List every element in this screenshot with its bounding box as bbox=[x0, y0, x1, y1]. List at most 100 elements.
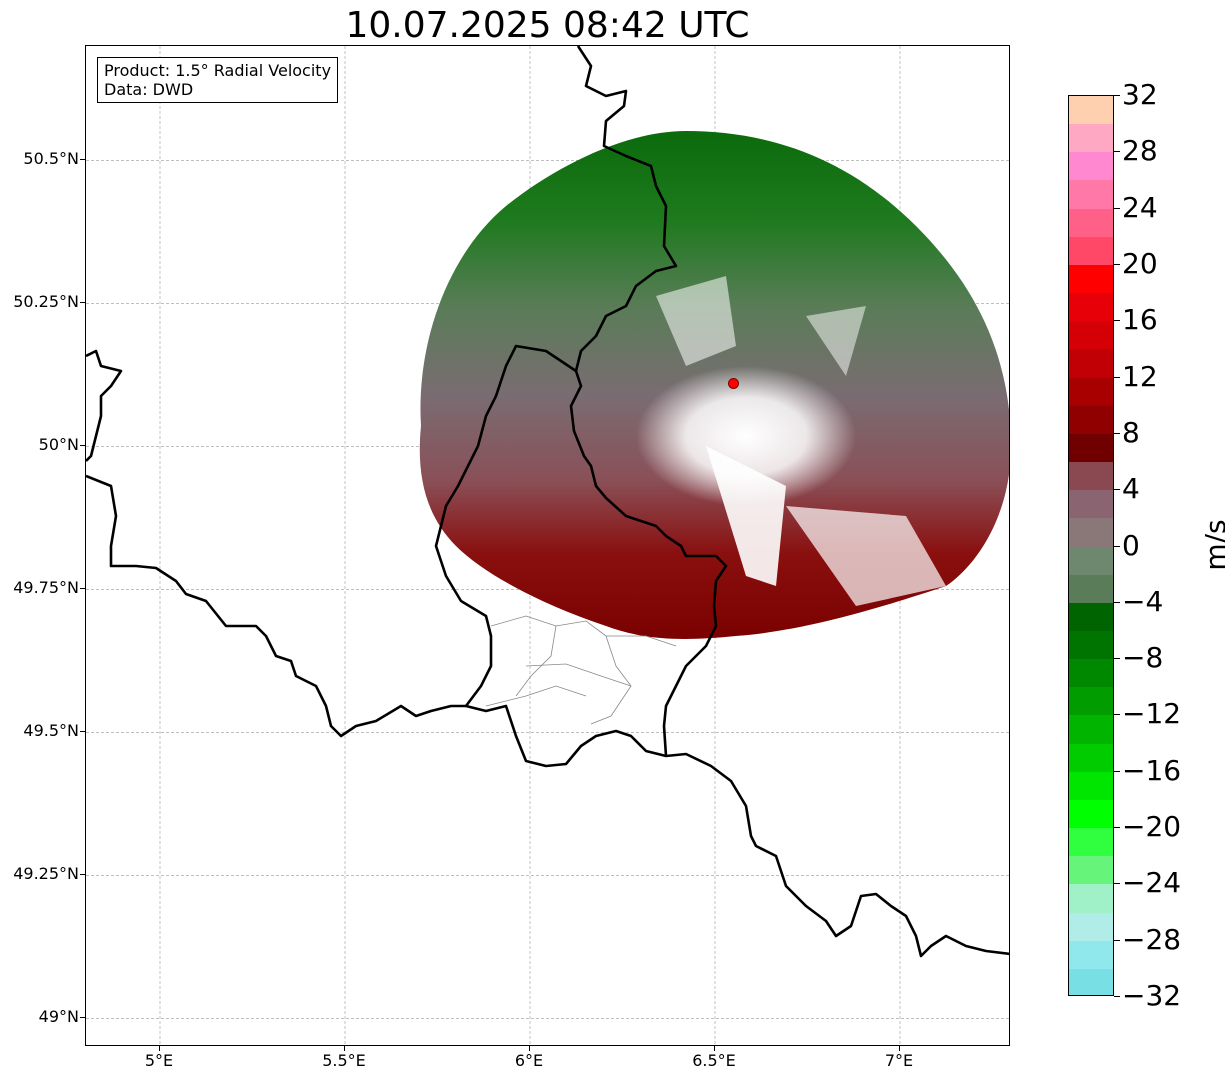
colorbar-segment bbox=[1069, 293, 1113, 323]
colorbar-tick-label: −4 bbox=[1122, 584, 1164, 618]
colorbar-segment bbox=[1069, 490, 1113, 520]
data-source-label: Data: DWD bbox=[104, 80, 194, 99]
lat-tick-label: 49.75°N bbox=[13, 578, 79, 598]
colorbar-tick-label: −28 bbox=[1122, 922, 1182, 956]
lat-tick-label: 49.5°N bbox=[23, 721, 79, 741]
colorbar-segment bbox=[1069, 321, 1113, 351]
colorbar-segment bbox=[1069, 771, 1113, 801]
lon-tick-mark bbox=[159, 1046, 160, 1051]
colorbar-tick-label: −12 bbox=[1122, 697, 1182, 731]
colorbar-segment bbox=[1069, 462, 1113, 492]
map-panel bbox=[85, 45, 1010, 1046]
colorbar-tick-label: −16 bbox=[1122, 753, 1182, 787]
lat-tick-mark bbox=[80, 302, 85, 304]
colorbar-tick-mark bbox=[1114, 827, 1120, 829]
colorbar-segment bbox=[1069, 96, 1113, 126]
colorbar-segment bbox=[1069, 152, 1113, 182]
colorbar-tick-mark bbox=[1114, 376, 1120, 378]
lon-tick-label: 5.5°E bbox=[322, 1051, 366, 1070]
border-fr-de-south bbox=[465, 704, 1009, 958]
colorbar-tick-mark bbox=[1114, 658, 1120, 660]
admin-subregions bbox=[485, 615, 677, 725]
colorbar-segment bbox=[1069, 968, 1113, 995]
colorbar-tick-mark bbox=[1114, 263, 1120, 265]
colorbar-tick-mark bbox=[1114, 432, 1120, 434]
lon-tick-label: 6.5°E bbox=[692, 1051, 736, 1070]
map-title: 10.07.2025 08:42 UTC bbox=[345, 5, 750, 46]
colorbar-tick-label: 0 bbox=[1122, 528, 1140, 562]
colorbar-segment bbox=[1069, 574, 1113, 604]
colorbar-unit-label: m/s bbox=[1199, 519, 1225, 571]
lat-tick-mark bbox=[80, 874, 85, 876]
colorbar-segment bbox=[1069, 602, 1113, 632]
lon-tick-mark bbox=[344, 1046, 345, 1051]
colorbar-tick-label: 16 bbox=[1122, 303, 1158, 337]
border-be-nl-northwest bbox=[86, 349, 123, 462]
colorbar-tick-mark bbox=[1114, 770, 1120, 772]
colorbar-segment bbox=[1069, 518, 1113, 548]
lat-tick-label: 50.5°N bbox=[23, 149, 79, 169]
lon-tick-mark bbox=[899, 1046, 900, 1051]
colorbar-tick-label: 4 bbox=[1122, 472, 1140, 506]
product-label: Product: 1.5° Radial Velocity bbox=[104, 61, 332, 80]
colorbar-tick-label: −8 bbox=[1122, 641, 1164, 675]
lat-tick-mark bbox=[80, 731, 85, 733]
colorbar-segment bbox=[1069, 940, 1113, 970]
colorbar-tick-mark bbox=[1114, 939, 1120, 941]
colorbar-segment bbox=[1069, 264, 1113, 295]
colorbar-tick-mark bbox=[1114, 320, 1120, 322]
colorbar-tick-mark bbox=[1114, 714, 1120, 716]
lon-tick-mark bbox=[529, 1046, 530, 1051]
colorbar-segment bbox=[1069, 630, 1113, 661]
colorbar-segment bbox=[1069, 405, 1113, 435]
country-borders bbox=[86, 46, 1009, 958]
colorbar-segment bbox=[1069, 236, 1113, 266]
colorbar-segment bbox=[1069, 349, 1113, 379]
colorbar-segment bbox=[1069, 687, 1113, 717]
colorbar-tick-mark bbox=[1114, 883, 1120, 885]
colorbar-segment bbox=[1069, 828, 1113, 858]
colorbar-tick-label: 12 bbox=[1122, 359, 1158, 393]
velocity-colorbar bbox=[1068, 95, 1114, 996]
colorbar-segment bbox=[1069, 799, 1113, 830]
colorbar-segment bbox=[1069, 433, 1113, 464]
colorbar-tick-label: 28 bbox=[1122, 134, 1158, 168]
radar-map bbox=[86, 46, 1009, 1045]
lat-tick-label: 49.25°N bbox=[13, 864, 79, 884]
colorbar-segment bbox=[1069, 912, 1113, 942]
colorbar-tick-label: −24 bbox=[1122, 866, 1182, 900]
colorbar-segment bbox=[1069, 715, 1113, 745]
lat-tick-mark bbox=[80, 588, 85, 590]
colorbar-segment bbox=[1069, 884, 1113, 914]
colorbar-tick-mark bbox=[1114, 207, 1120, 209]
colorbar-segment bbox=[1069, 856, 1113, 886]
lat-tick-mark bbox=[80, 1017, 85, 1019]
radar-echoes bbox=[419, 131, 1009, 639]
colorbar-tick-label: −20 bbox=[1122, 810, 1182, 844]
lon-tick-mark bbox=[714, 1046, 715, 1051]
colorbar-tick-label: 8 bbox=[1122, 415, 1140, 449]
lon-tick-label: 5°E bbox=[144, 1051, 174, 1070]
lat-tick-label: 50.25°N bbox=[13, 292, 79, 312]
colorbar-tick-label: 32 bbox=[1122, 78, 1158, 111]
radar-site-marker bbox=[728, 377, 739, 389]
colorbar-tick-mark bbox=[1114, 545, 1120, 547]
colorbar-tick-mark bbox=[1114, 489, 1120, 491]
colorbar-tick-mark bbox=[1114, 151, 1120, 153]
near-radar-clear-zone bbox=[636, 366, 856, 506]
colorbar-tick-label: −32 bbox=[1122, 979, 1182, 1012]
colorbar-tick-mark bbox=[1114, 95, 1120, 96]
colorbar-segment bbox=[1069, 180, 1113, 210]
lat-tick-label: 50°N bbox=[38, 435, 79, 455]
colorbar-tick-mark bbox=[1114, 601, 1120, 603]
colorbar-segment bbox=[1069, 546, 1113, 576]
colorbar-segment bbox=[1069, 659, 1113, 689]
lat-tick-mark bbox=[80, 445, 85, 447]
lon-tick-label: 6°E bbox=[514, 1051, 544, 1070]
lon-tick-label: 7°E bbox=[884, 1051, 914, 1070]
colorbar-segment bbox=[1069, 124, 1113, 154]
colorbar-tick-label: 24 bbox=[1122, 190, 1158, 224]
lat-tick-mark bbox=[80, 159, 85, 161]
border-de-be-lu-north bbox=[569, 46, 728, 757]
border-lu-west bbox=[434, 344, 577, 707]
